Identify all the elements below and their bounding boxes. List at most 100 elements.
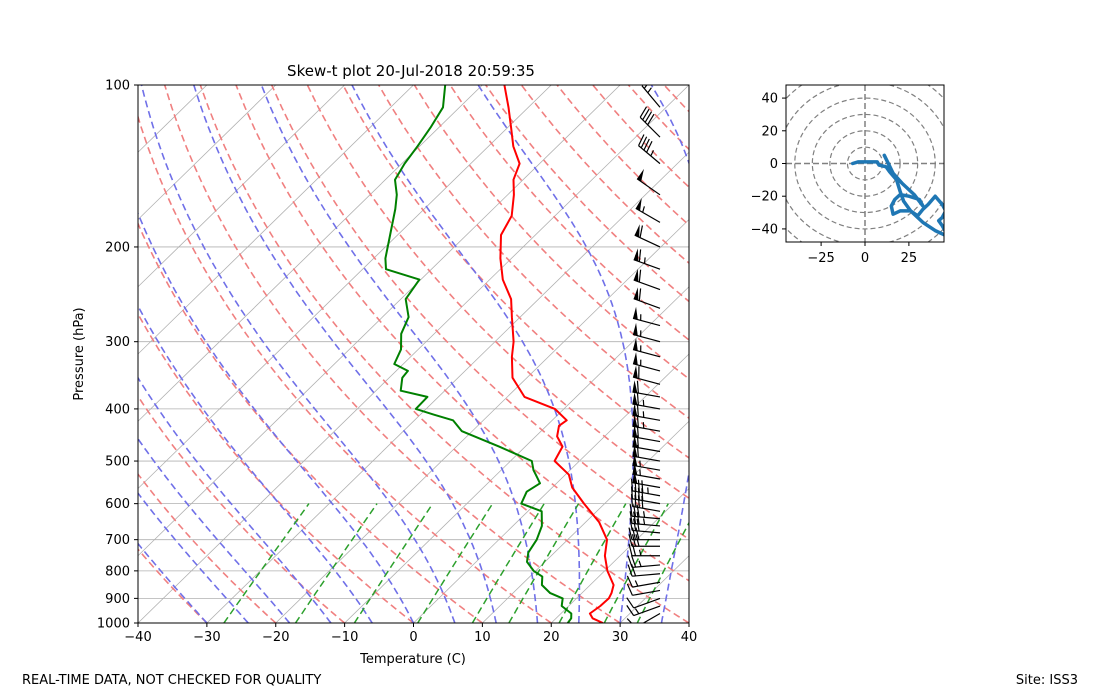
isotherm-line	[0, 85, 69, 623]
wind-barb	[626, 605, 661, 617]
wind-barb	[632, 453, 661, 471]
wind-barb	[632, 444, 661, 462]
moist-adiabat	[138, 491, 249, 623]
isotherm-line	[138, 85, 483, 422]
dry-adiabat	[878, 85, 1100, 623]
isotherm-line	[138, 85, 414, 355]
y-tick-label: 800	[105, 564, 130, 579]
quality-disclaimer: REAL-TIME DATA, NOT CHECKED FOR QUALITY	[22, 673, 322, 688]
reference-lines	[138, 85, 1100, 623]
isotherm-line	[275, 218, 689, 623]
x-tick-label: −20	[262, 630, 289, 645]
x-tick-label: 40	[681, 630, 698, 645]
wind-barb	[635, 197, 661, 223]
skewt-plot-area	[0, 85, 1100, 623]
wind-barb	[626, 597, 661, 609]
site-label: Site: ISS3	[1015, 673, 1078, 688]
hodograph-plot-area	[786, 85, 944, 242]
moist-adiabat	[138, 211, 415, 623]
isotherm-line	[138, 85, 345, 288]
dry-adiabat	[138, 547, 208, 623]
wind-barb	[632, 414, 661, 432]
x-tick-label: 10	[474, 630, 491, 645]
moist-adiabat	[260, 85, 539, 623]
wind-barb	[626, 612, 661, 623]
dry-adiabat	[485, 85, 689, 303]
wind-barb	[632, 380, 661, 398]
x-tick-label: 30	[612, 630, 629, 645]
isotherm-line	[138, 85, 277, 221]
wind-barb	[627, 555, 661, 568]
dry-adiabat	[306, 85, 689, 500]
y-tick-label: 900	[105, 592, 130, 607]
wind-barb	[632, 365, 661, 385]
mixing-ratio-line	[471, 503, 545, 623]
hodograph-y-tick-label: −20	[751, 190, 778, 205]
wind-barb	[632, 322, 661, 343]
wind-barb	[632, 403, 661, 421]
wind-barb	[626, 575, 661, 588]
hodograph-x-tick-label: −25	[807, 251, 834, 266]
x-tick-label: −40	[124, 630, 151, 645]
wind-barb	[629, 511, 661, 527]
dry-adiabat	[378, 85, 689, 420]
isotherm-line	[138, 85, 208, 153]
mixing-ratio-line	[508, 503, 580, 623]
wind-barb	[632, 470, 661, 489]
moist-adiabat	[650, 85, 689, 623]
dry-adiabat	[199, 85, 689, 623]
y-tick-label: 600	[105, 497, 130, 512]
moist-adiabat	[138, 437, 291, 623]
mixing-ratio-line	[636, 521, 689, 623]
isotherm-line	[550, 487, 689, 623]
mixing-ratio-line	[417, 503, 494, 623]
x-axis-label: Temperature (C)	[359, 652, 466, 667]
isotherm-line	[138, 85, 552, 490]
moist-adiabat	[140, 85, 456, 623]
moist-adiabat	[138, 304, 373, 623]
isotherm-line	[344, 286, 689, 623]
skewt-panel: Skew-t plot 20-Jul-2018 20:59:35 −40 −30 −…	[0, 62, 1100, 667]
dry-adiabat	[592, 85, 689, 189]
y-tick-label: 300	[105, 335, 130, 350]
wind-barb	[633, 268, 661, 291]
wind-barb	[629, 518, 661, 534]
skewt-ticks: −40 −30 −20 −10 0 10 20 30 40 1000 900 800 700 600 500…	[97, 79, 697, 646]
hodograph-x-tick-label: 25	[901, 251, 918, 266]
y-tick-label: 1000	[97, 617, 130, 632]
wind-barb	[639, 106, 661, 138]
y-tick-label: 500	[105, 455, 130, 470]
dry-adiabat	[138, 221, 483, 623]
hodograph-y-tick-label: 20	[761, 124, 778, 139]
wind-barbs	[626, 85, 661, 623]
moist-adiabat	[193, 85, 497, 623]
isotherm-line	[482, 420, 689, 623]
y-tick-label: 400	[105, 402, 130, 417]
wind-barb	[659, 85, 660, 86]
grid-lines	[0, 85, 689, 623]
wind-barb	[628, 543, 660, 557]
wind-barb	[632, 392, 661, 410]
isotherm-line	[413, 353, 689, 623]
dry-adiabat	[627, 85, 689, 151]
dry-adiabat	[138, 312, 414, 623]
hodograph-ticks: −25 0 25 40 20 0 −20 −40	[751, 92, 918, 266]
mixing-ratio-line	[353, 503, 434, 623]
hodograph-y-tick-label: 0	[770, 157, 778, 172]
isotherm-line	[688, 622, 689, 623]
wind-barb	[626, 583, 661, 596]
wind-barb	[638, 134, 661, 165]
dry-adiabat	[807, 85, 1100, 623]
x-tick-label: −30	[193, 630, 220, 645]
moist-adiabat	[351, 85, 581, 623]
dry-adiabat	[138, 114, 552, 623]
chart-title: Skew-t plot 20-Jul-2018 20:59:35	[287, 62, 535, 80]
dry-adiabat	[138, 472, 277, 623]
moist-adiabat	[477, 85, 634, 623]
hodograph-y-tick-label: 40	[761, 92, 778, 107]
hodograph-trace	[850, 153, 944, 237]
isotherm-line	[619, 555, 689, 623]
moist-adiabat	[138, 376, 332, 623]
wind-barb	[632, 306, 661, 327]
